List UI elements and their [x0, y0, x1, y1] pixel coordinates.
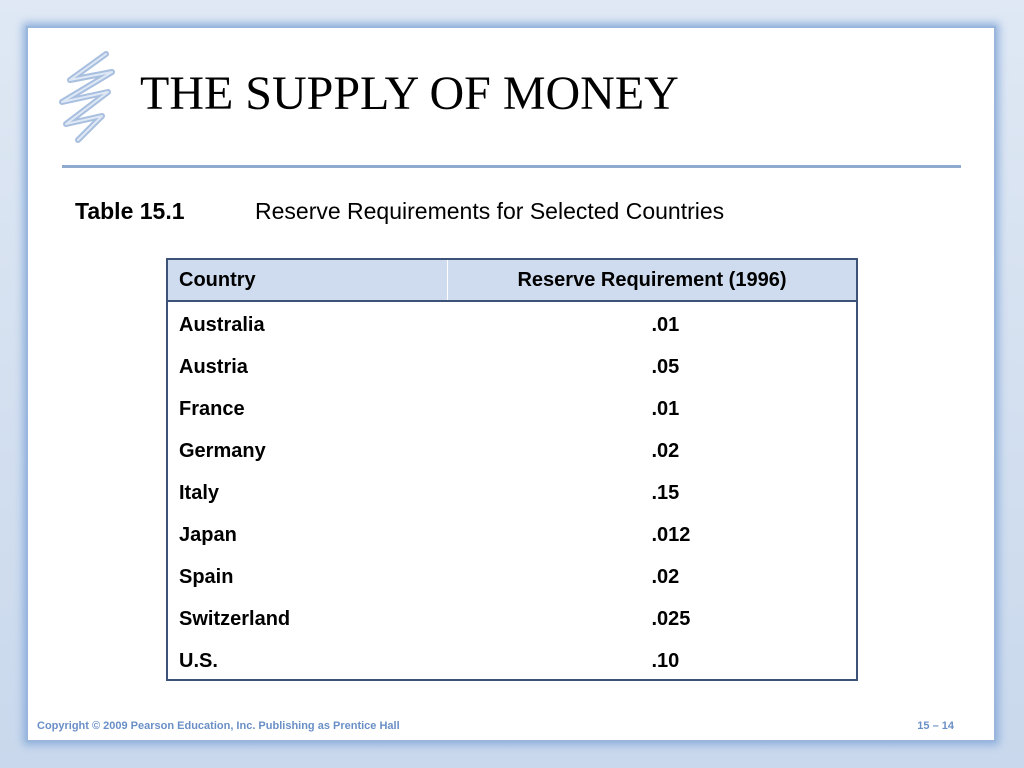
table-row: U.S. .10: [168, 640, 856, 682]
slide: THE SUPPLY OF MONEY Table 15.1 Reserve Re…: [28, 28, 994, 740]
row-country: Germany: [179, 439, 266, 462]
row-country: Austria: [179, 355, 248, 378]
table-row: Australia .01: [168, 301, 856, 346]
row-reserve-value: .01: [651, 397, 680, 420]
row-country: U.S.: [179, 649, 218, 672]
row-reserve-value: .05: [651, 355, 680, 378]
title-divider: [62, 165, 961, 168]
row-country: Japan: [179, 523, 237, 546]
table-row: France .01: [168, 388, 856, 430]
table-row: Italy .15: [168, 472, 856, 514]
table-row: Spain .02: [168, 556, 856, 598]
table-row: Japan .012: [168, 514, 856, 556]
table-caption: Table 15.1 Reserve Requirements for Selec…: [75, 198, 724, 225]
header-reserve-requirement: Reserve Requirement (1996): [447, 260, 856, 301]
row-reserve-value: .012: [651, 523, 691, 546]
page-title: THE SUPPLY OF MONEY: [140, 67, 679, 120]
row-reserve-value: .02: [651, 565, 680, 588]
table-row: Germany .02: [168, 430, 856, 472]
reserve-table-grid: Country Reserve Requirement (1996) Austr…: [168, 260, 856, 682]
table-row: Switzerland .025: [168, 598, 856, 640]
row-country: Italy: [179, 481, 220, 504]
table-caption-text: Reserve Requirements for Selected Countr…: [255, 198, 725, 224]
header-country: Country: [179, 268, 256, 291]
table-row: Austria .05: [168, 346, 856, 388]
row-country: Spain: [179, 565, 234, 588]
scribble-swirl-icon: [59, 51, 115, 143]
row-country: France: [179, 397, 245, 420]
table-caption-label: Table 15.1: [75, 198, 185, 224]
reserve-table: Country Reserve Requirement (1996) Austr…: [166, 258, 858, 681]
footer-page-number: 15 – 14: [917, 720, 954, 732]
row-reserve-value: .01: [651, 313, 680, 336]
table-header-row: Country Reserve Requirement (1996): [168, 260, 856, 301]
row-reserve-value: .025: [651, 607, 691, 630]
footer-copyright: Copyright © 2009 Pearson Education, Inc.…: [37, 720, 400, 732]
row-country: Australia: [179, 313, 265, 336]
row-country: Switzerland: [179, 607, 291, 630]
row-reserve-value: .10: [651, 649, 680, 672]
row-reserve-value: .15: [651, 481, 680, 504]
row-reserve-value: .02: [651, 439, 680, 462]
